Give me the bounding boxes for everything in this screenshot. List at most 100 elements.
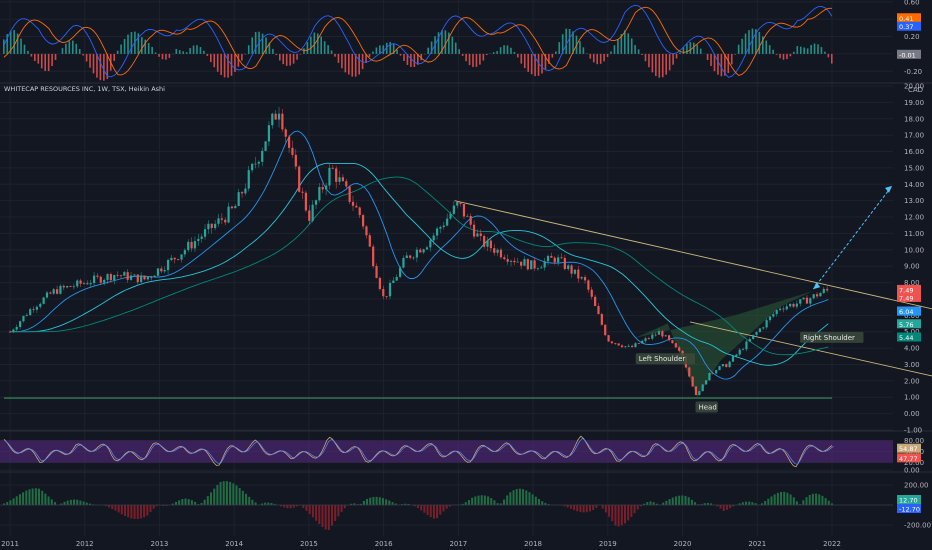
price-panel[interactable]: Left Shoulder Head Right Shoulder — [4, 106, 932, 413]
momentum-bar — [770, 496, 773, 505]
candle-body — [409, 255, 412, 258]
candle-body — [546, 255, 550, 262]
momentum-bar — [216, 484, 219, 505]
momentum-bar — [818, 494, 821, 505]
y-tick-label: 19.00 — [904, 99, 924, 107]
macd-histogram-bar — [634, 45, 636, 54]
momentum-bar — [311, 505, 314, 518]
candle-body — [520, 261, 523, 266]
macd-histogram-bar — [541, 53, 543, 74]
momentum-bar — [646, 502, 649, 505]
candle-body — [136, 274, 139, 283]
macd-histogram-bar — [89, 53, 91, 68]
momentum-bar — [413, 505, 416, 507]
macd-histogram-bar — [444, 30, 447, 54]
momentum-bar — [417, 505, 419, 509]
momentum-bar — [139, 505, 142, 519]
macd-value-tag-bg — [897, 21, 921, 31]
momentum-bar — [799, 504, 802, 505]
candle-body — [378, 277, 381, 289]
y-tick-label: 200.00 — [904, 482, 929, 490]
macd-histogram-bar — [303, 48, 305, 54]
momentum-bar — [786, 492, 789, 505]
candle-body — [55, 289, 59, 294]
momentum-value-tag-bg — [897, 495, 921, 504]
momentum-bar — [448, 505, 451, 507]
macd-histogram-bar — [651, 53, 654, 73]
macd-histogram-bar — [610, 51, 612, 54]
candle-body — [257, 161, 260, 164]
candle-body — [123, 272, 126, 276]
macd-histogram-bar — [810, 45, 812, 54]
momentum-bar — [174, 501, 177, 505]
momentum-bar — [251, 499, 254, 505]
candle-body — [96, 275, 99, 277]
macd-histogram-bar — [630, 38, 633, 54]
macd-histogram-bar — [720, 53, 723, 77]
macd-histogram-bar — [665, 53, 667, 75]
momentum-bar — [356, 504, 359, 505]
candle-body — [758, 328, 761, 333]
macd-histogram-bar — [127, 34, 129, 54]
neckline-trendline — [689, 321, 932, 377]
macd-histogram-bar — [693, 42, 695, 54]
momentum-bar — [534, 496, 537, 505]
macd-histogram-bar — [437, 32, 440, 54]
momentum-value-tag: -12.70 — [899, 506, 920, 514]
macd-histogram-bar — [316, 33, 319, 54]
candle-body — [86, 283, 89, 285]
candle-body — [533, 260, 536, 269]
momentum-bar — [88, 503, 91, 505]
y-tick-label: 20.00 — [904, 459, 924, 467]
momentum-bar — [407, 503, 410, 505]
momentum-bar — [381, 498, 384, 505]
candle-body — [146, 277, 149, 280]
momentum-bar — [391, 502, 394, 505]
candle-body — [368, 235, 371, 247]
macd-histogram-bar — [223, 53, 226, 78]
candle-body — [129, 275, 133, 280]
momentum-bar — [531, 494, 534, 505]
candle-body — [822, 288, 825, 293]
macd-histogram-bar — [30, 53, 33, 57]
y-tick-label: -0.20 — [904, 68, 922, 76]
macd-histogram-bar — [199, 47, 202, 54]
candle-body — [429, 240, 432, 248]
momentum-bar — [401, 504, 404, 505]
candle-body — [398, 267, 402, 277]
momentum-bar — [34, 488, 37, 505]
candle-body — [69, 286, 72, 287]
macd-histogram-bar — [430, 41, 433, 54]
candle-body — [654, 334, 657, 336]
macd-histogram-bar — [130, 32, 133, 54]
candle-body — [651, 334, 654, 339]
candle-body — [335, 168, 338, 182]
candle-body — [610, 341, 614, 344]
momentum-bar — [633, 505, 636, 514]
macd-histogram-bar — [75, 43, 78, 54]
candle-body — [483, 236, 486, 247]
momentum-bar — [445, 505, 448, 509]
macd-histogram-bar — [613, 45, 616, 54]
momentum-bar — [639, 505, 642, 507]
macd-histogram-bar — [817, 44, 819, 54]
candle-body — [785, 306, 788, 310]
macd-histogram-bar — [296, 53, 298, 60]
momentum-bar — [518, 488, 521, 505]
candle-body — [92, 275, 96, 284]
macd-histogram-bar — [344, 53, 347, 73]
macd-histogram-bar — [475, 53, 478, 67]
macd-panel — [3, 4, 833, 81]
momentum-bar — [487, 496, 490, 505]
macd-value-tag: 0.37 — [899, 23, 913, 31]
momentum-panel — [0, 481, 893, 530]
candle-body — [664, 335, 667, 337]
macd-histogram-bar — [713, 53, 716, 72]
candle-body — [177, 259, 180, 261]
candle-body — [701, 384, 704, 392]
macd-histogram-bar — [113, 53, 115, 61]
candle-body — [328, 167, 331, 186]
candle-body — [792, 303, 795, 307]
candle-body — [721, 364, 724, 367]
